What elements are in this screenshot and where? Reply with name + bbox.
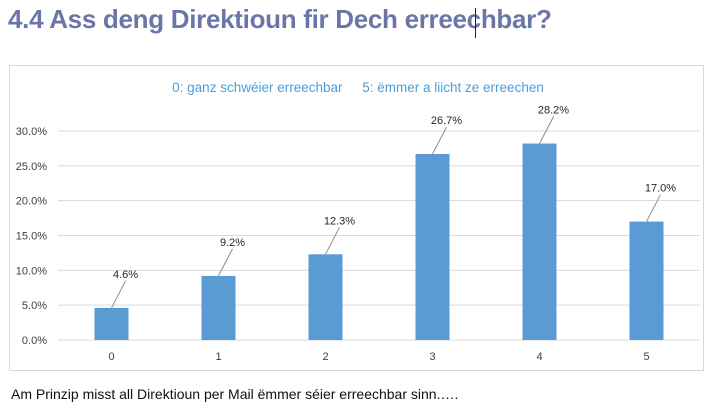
- data-label-leader: [646, 194, 661, 222]
- y-tick-label: 20.0%: [16, 196, 47, 208]
- x-tick-label: 5: [643, 351, 649, 363]
- bar: [415, 153, 450, 340]
- y-tick-label: 25.0%: [16, 161, 47, 173]
- data-label-leader: [432, 126, 447, 155]
- x-tick-label: 3: [429, 351, 435, 363]
- data-label-leader: [325, 227, 340, 255]
- x-tick-label: 0: [108, 351, 114, 363]
- page-heading: 4.4 Ass deng Direktioun fir Dech erreech…: [8, 4, 552, 34]
- footer-note: Am Prinzip misst all Direktioun per Mail…: [11, 386, 459, 402]
- bar: [629, 221, 664, 340]
- data-label-leader: [218, 248, 233, 277]
- y-tick-label: 30.0%: [16, 126, 47, 138]
- x-tick-label: 2: [322, 351, 328, 363]
- data-label-leader: [111, 280, 126, 309]
- y-tick-label: 0.0%: [22, 335, 47, 347]
- data-label: 9.2%: [220, 237, 245, 249]
- x-tick-label: 1: [215, 351, 221, 363]
- data-label: 26.7%: [431, 115, 462, 127]
- data-label: 12.3%: [324, 215, 355, 227]
- data-label: 28.2%: [538, 105, 569, 117]
- text-cursor: [475, 8, 476, 38]
- chart-subtitle-right: 5: ëmmer a liicht ze erreechen: [362, 80, 544, 95]
- bar: [308, 254, 343, 340]
- bar: [522, 143, 557, 340]
- bar: [94, 307, 129, 340]
- x-tick-label: 4: [536, 351, 542, 363]
- y-tick-label: 5.0%: [22, 300, 47, 312]
- data-label: 4.6%: [113, 269, 138, 281]
- chart-subtitle: 0: ganz schwéier erreechbar 5: ëmmer a l…: [0, 80, 716, 95]
- chart-subtitle-left: 0: ganz schwéier erreechbar: [172, 80, 343, 95]
- data-label: 17.0%: [645, 183, 676, 195]
- y-tick-label: 10.0%: [16, 265, 47, 277]
- data-label-leader: [539, 116, 554, 144]
- bar: [201, 275, 236, 340]
- y-tick-label: 15.0%: [16, 231, 47, 243]
